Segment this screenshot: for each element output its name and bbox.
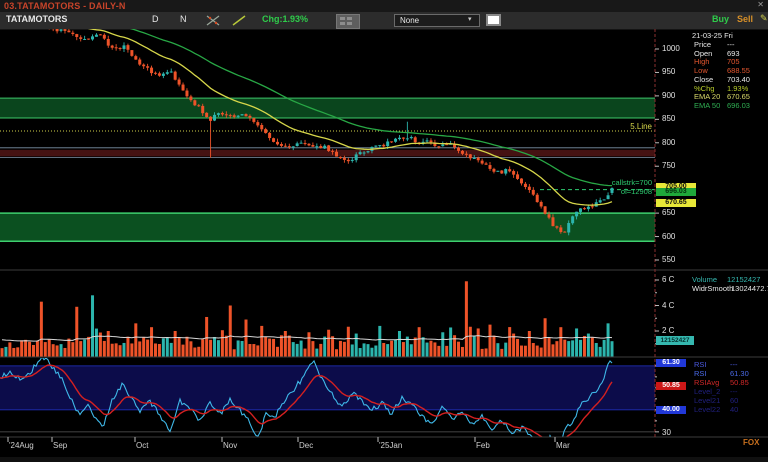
volume-smooth-name: WidrSmooth [692, 284, 734, 293]
info-label: Close [694, 74, 714, 84]
platform-watermark: FOX [743, 438, 760, 447]
time-axis-label: Feb [476, 441, 490, 450]
info-label: High [694, 57, 710, 67]
price-tick-label: 750 [662, 161, 676, 171]
price-tick-label: 550 [662, 255, 676, 264]
five-line-label: 5.Line [630, 122, 652, 131]
rsi-legend-value: --- [730, 360, 738, 369]
drawing-tools-icon[interactable] [206, 15, 220, 26]
info-value: 670.65 [727, 92, 750, 102]
price-tick-label: 800 [662, 137, 676, 147]
rsi-legend-value: 61.30 [730, 369, 749, 378]
info-value: 688.55 [727, 66, 750, 76]
rsi-legend-value: 60 [730, 396, 739, 405]
price-tick-label: 900 [662, 90, 676, 100]
info-date: 21-03-25 Fri [692, 31, 733, 40]
info-label: Open [694, 48, 713, 58]
trendline-icon[interactable] [232, 15, 246, 26]
time-axis-label: Oct [136, 441, 149, 450]
close-icon[interactable]: ✕ [757, 0, 764, 9]
info-label: Low [694, 66, 708, 76]
chart-area: 5.Line callstrk=700 oi=12908 1000 950 900 8… [0, 29, 768, 462]
price-badge: 696.03 [656, 187, 696, 196]
info-value: 696.03 [727, 100, 750, 110]
info-value: 703.40 [727, 74, 750, 84]
volume-legend-name: Volume [692, 275, 718, 284]
info-value: 1.93% [727, 83, 749, 93]
info-label: %Chg [694, 83, 715, 93]
rsi-legend-label: Level21 [694, 396, 721, 405]
timeframe-button[interactable]: D [152, 14, 159, 24]
rsi-legend-label: RSI [694, 369, 707, 378]
callstrike-label: callstrk=700 [611, 178, 652, 187]
volume-badge: 12152427 [656, 336, 694, 346]
volume-tick-label: 6 C [662, 275, 675, 284]
open-interest-label: oi=12908 [620, 187, 652, 196]
session-button[interactable]: N [180, 14, 187, 24]
color-swatch[interactable] [486, 14, 501, 26]
change-percent-label: Chg:1.93% [262, 14, 309, 24]
rsi-legend-label: RSIAvg [694, 378, 720, 387]
rsi-legend-label: Level_2 [694, 387, 721, 396]
chevron-down-icon[interactable]: ▾ [468, 16, 472, 23]
time-axis-label: Nov [223, 441, 238, 450]
pencil-icon[interactable]: ✎ [760, 13, 768, 23]
info-label: Price [694, 40, 712, 49]
info-label: EMA 20 [694, 92, 721, 102]
chart-canvas[interactable] [0, 29, 768, 457]
window-title: 03.TATAMOTORS - DAILY-N [4, 1, 126, 11]
sell-button[interactable]: Sell [737, 14, 754, 24]
volume-smooth-value: 13024472.74 [731, 284, 768, 293]
price-tick-label: 1000 [662, 44, 680, 53]
layout-grid-button[interactable] [336, 14, 360, 29]
time-axis-label: Dec [299, 441, 314, 450]
rsi-badge: 61.30 [656, 359, 686, 367]
price-tick-label: 850 [662, 114, 676, 124]
chart-toolbar: TATAMOTORS D N Chg:1.93% None ▾ Buy Sell… [0, 12, 768, 30]
rsi-badge: 40.00 [656, 405, 686, 414]
time-axis-label: '25Jan [379, 441, 403, 450]
time-axis-label: Sep [53, 441, 68, 450]
time-axis-label: '24Aug [9, 441, 34, 450]
rsi-legend-value: 50.85 [730, 378, 749, 387]
buy-button[interactable]: Buy [712, 14, 730, 24]
rsi-tick-label: 30 [662, 427, 671, 437]
rsi-legend-label: Level22 [694, 405, 721, 414]
price-badge: 670.65 [656, 199, 696, 208]
time-axis-label: Mar [556, 441, 570, 450]
rsi-badge: 50.85 [656, 381, 686, 390]
rsi-legend-value: --- [730, 387, 738, 396]
info-label: EMA 50 [694, 100, 721, 110]
symbol-label[interactable]: TATAMOTORS [6, 14, 68, 24]
title-bar: 03.TATAMOTORS - DAILY-N ✕ [0, 0, 768, 12]
bottom-strip [0, 457, 768, 462]
study-select[interactable]: None [394, 14, 480, 27]
price-tick-label: 650 [662, 208, 676, 218]
price-tick-label: 950 [662, 67, 676, 77]
volume-tick-label: 4 C [662, 300, 675, 310]
price-badge: 705.00 [656, 183, 696, 192]
volume-legend-value: 12152427 [727, 275, 761, 284]
volume-tick-label: 2 C [662, 326, 675, 335]
info-value: --- [727, 40, 735, 49]
rsi-legend-label: RSI [694, 360, 707, 369]
info-value: 693 [727, 48, 740, 58]
rsi-legend-value: 40 [730, 405, 739, 414]
info-value: 705 [727, 57, 740, 67]
price-tick-label: 600 [662, 231, 676, 241]
